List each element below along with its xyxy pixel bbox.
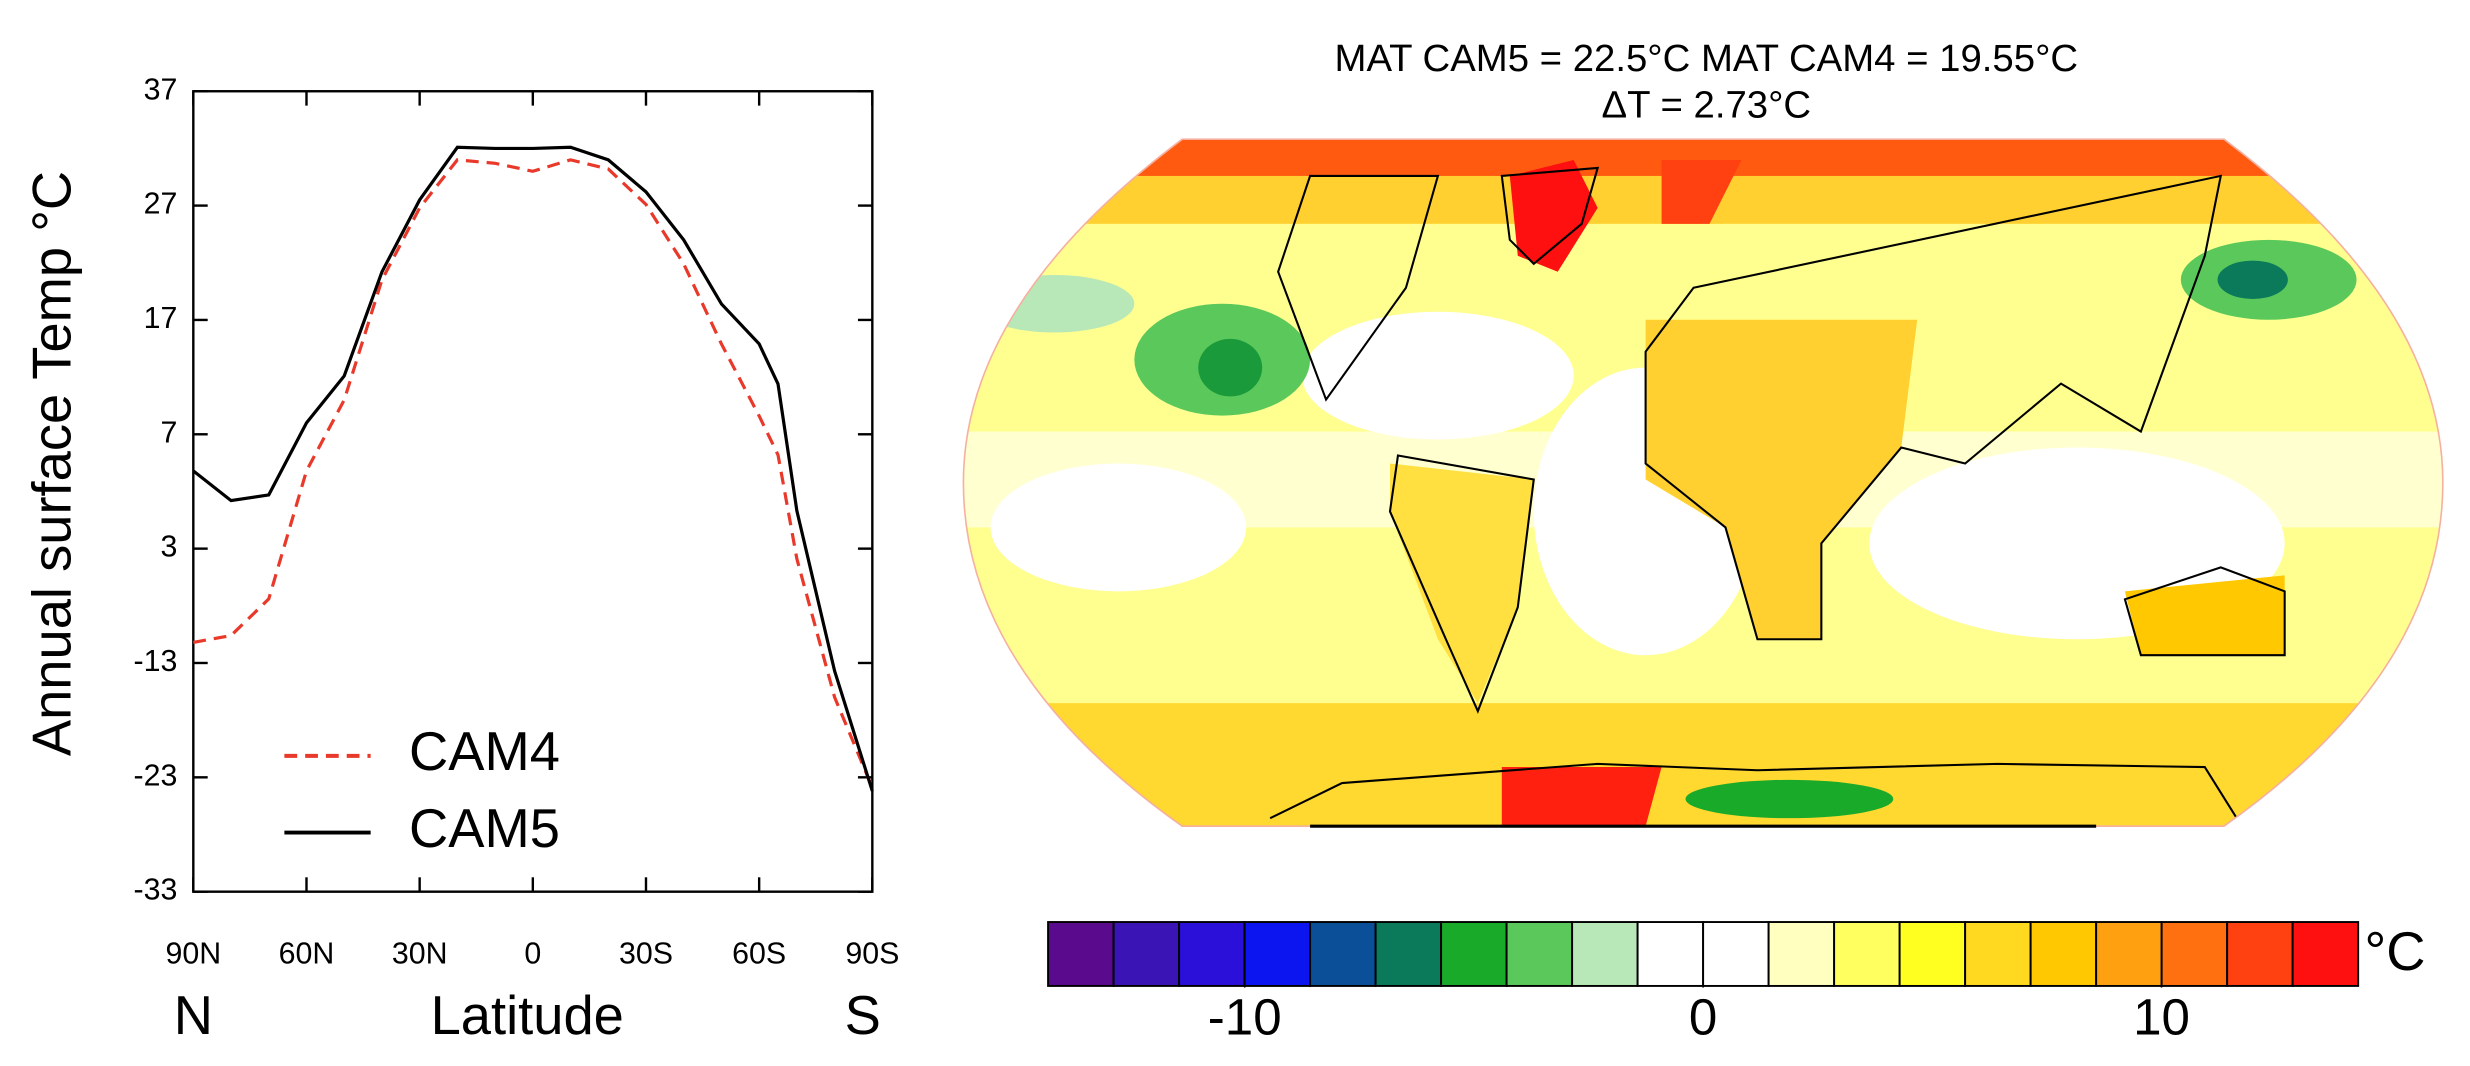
colorbar-box	[1964, 921, 2032, 987]
colorbar-box	[1374, 921, 1443, 987]
map-title: MAT CAM5 = 22.5°C MAT CAM4 = 19.55°C	[1335, 37, 2079, 80]
colorbar-unit: °C	[2365, 921, 2426, 982]
colorbar-tick-label: -10	[1208, 989, 1282, 1046]
annotation: N	[174, 985, 213, 1046]
colorbar-box	[1243, 921, 1312, 987]
line-series	[192, 145, 874, 792]
colorbar-tick-label: 0	[1689, 989, 1717, 1046]
colorbar-box	[1702, 921, 1770, 987]
x-tick-label: 60S	[732, 938, 786, 971]
colorbar-box	[2226, 921, 2294, 987]
colorbar-box	[1636, 921, 1705, 987]
map-field	[963, 139, 2443, 827]
line-series	[193, 158, 874, 789]
y-tick-label: 37	[144, 73, 178, 106]
x-tick-label: 0	[524, 938, 541, 971]
colorbar-box	[1047, 921, 1115, 987]
y-tick-label: 17	[144, 302, 178, 335]
x-axis-label: Latitude	[431, 985, 624, 1046]
y-tick-label: -23	[133, 759, 177, 792]
y-tick-label: 27	[144, 188, 178, 221]
x-tick-label: 90N	[165, 938, 221, 971]
colorbar-box	[1833, 921, 1901, 987]
y-tick-label: -13	[133, 645, 177, 678]
y-tick-label: 3	[160, 531, 177, 564]
colorbar-box	[1571, 921, 1639, 987]
colorbar-box	[1178, 921, 1246, 987]
x-tick-label: 60N	[279, 938, 335, 971]
x-tick-label: 30N	[392, 938, 448, 971]
colorbar-box	[2160, 921, 2229, 987]
x-tick-label: 30S	[619, 938, 673, 971]
colorbar-box	[1898, 921, 1967, 987]
colorbar-box	[1767, 921, 1836, 987]
colorbar-box	[2291, 921, 2360, 987]
annotation: S	[845, 985, 881, 1046]
colorbar-box	[2095, 921, 2163, 987]
map-outline	[962, 138, 2444, 827]
x-tick-label: 90S	[845, 938, 899, 971]
colorbar-box	[2029, 921, 2098, 987]
y-axis-label: Annual surface Temp °C	[21, 171, 82, 756]
map-subtitle: ΔT = 2.73°C	[1602, 83, 1812, 126]
colorbar-tick-label: 10	[2133, 989, 2190, 1046]
legend-label: CAM5	[409, 798, 560, 859]
colorbar-box	[1309, 921, 1377, 987]
colorbar-box	[1112, 921, 1181, 987]
y-tick-label: 7	[160, 416, 177, 449]
colorbar-box	[1505, 921, 1574, 987]
colorbar-box	[1440, 921, 1508, 987]
legend-label: CAM4	[409, 721, 560, 782]
y-tick-label: -33	[133, 874, 177, 907]
